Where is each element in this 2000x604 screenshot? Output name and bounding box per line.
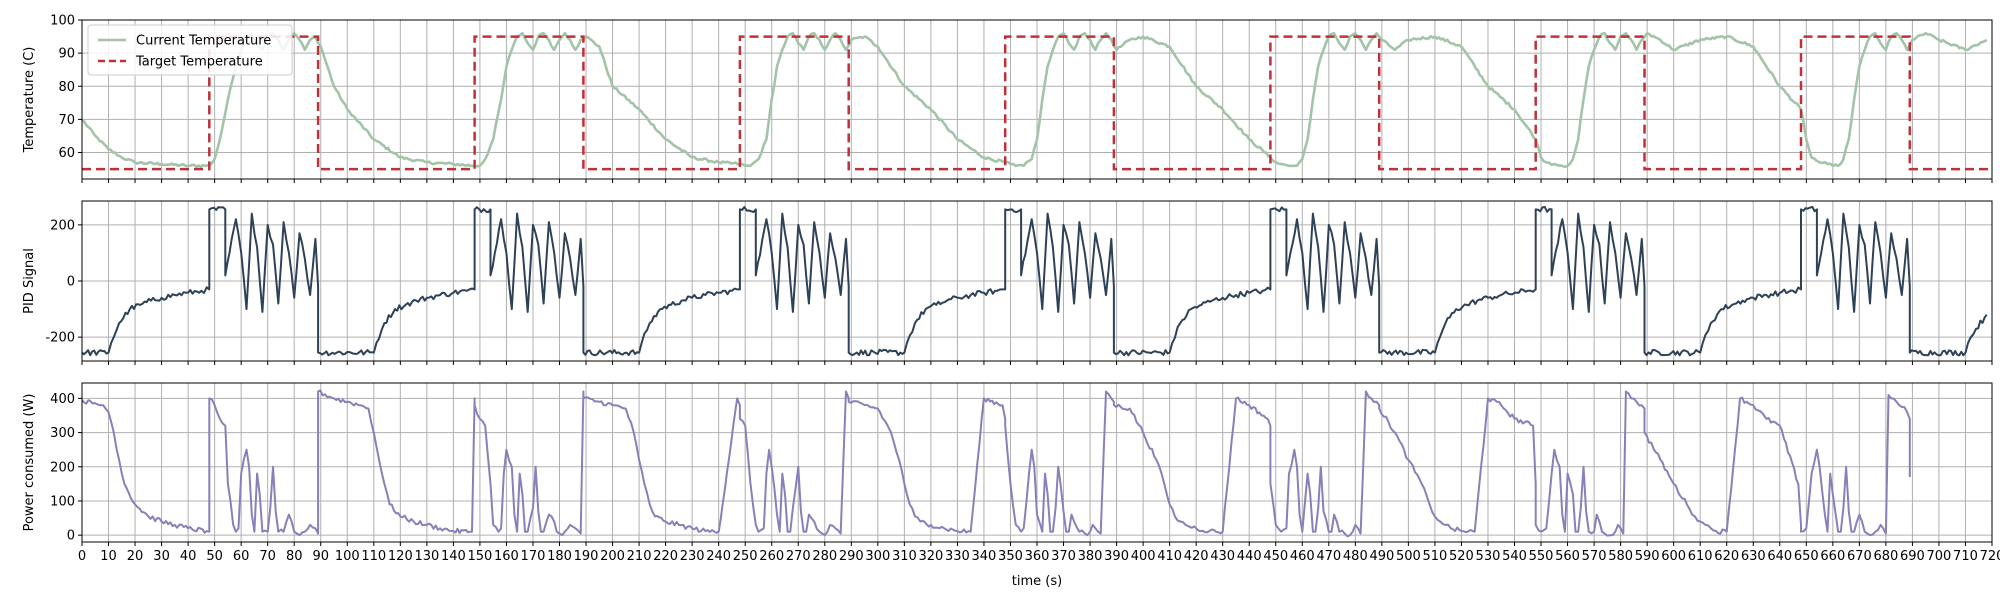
x-tick-label: 250 xyxy=(733,549,758,564)
x-tick-label: 520 xyxy=(1449,549,1474,564)
x-tick-label: 30 xyxy=(153,549,170,564)
x-tick-label: 450 xyxy=(1263,549,1288,564)
x-tick-label: 230 xyxy=(680,549,705,564)
x-tick-label: 370 xyxy=(1051,549,1076,564)
legend-entry: Current Temperature xyxy=(136,34,271,49)
x-tick-label: 530 xyxy=(1476,549,1501,564)
x-tick-label: 600 xyxy=(1661,549,1686,564)
x-tick-label: 550 xyxy=(1529,549,1554,564)
x-tick-label: 410 xyxy=(1157,549,1182,564)
x-tick-label: 390 xyxy=(1104,549,1129,564)
x-tick-label: 0 xyxy=(78,549,86,564)
x-tick-label: 160 xyxy=(494,549,519,564)
x-tick-label: 100 xyxy=(335,549,360,564)
x-tick-label: 50 xyxy=(206,549,223,564)
x-tick-label: 500 xyxy=(1396,549,1421,564)
x-tick-label: 200 xyxy=(600,549,625,564)
y-tick-label: 200 xyxy=(50,218,75,233)
y-tick-label: 90 xyxy=(58,47,75,62)
series-line-panel-3 xyxy=(82,390,1910,536)
x-tick-label: 380 xyxy=(1078,549,1103,564)
x-tick-label: 220 xyxy=(653,549,678,564)
y-axis-label: Temperature (C) xyxy=(22,47,37,154)
x-tick-label: 110 xyxy=(361,549,386,564)
y-tick-label: 0 xyxy=(67,275,75,290)
x-tick-label: 300 xyxy=(865,549,890,564)
x-tick-label: 170 xyxy=(521,549,546,564)
y-tick-label: 400 xyxy=(50,392,75,407)
legend-entry: Target Temperature xyxy=(135,55,263,70)
x-tick-label: 580 xyxy=(1608,549,1633,564)
x-tick-label: 430 xyxy=(1210,549,1235,564)
x-tick-label: 240 xyxy=(706,549,731,564)
x-tick-label: 470 xyxy=(1316,549,1341,564)
x-tick-label: 420 xyxy=(1184,549,1209,564)
x-tick-label: 90 xyxy=(312,549,329,564)
x-tick-label: 80 xyxy=(286,549,303,564)
y-tick-label: 60 xyxy=(58,146,75,161)
x-tick-label: 180 xyxy=(547,549,572,564)
x-tick-label: 710 xyxy=(1953,549,1978,564)
x-tick-label: 440 xyxy=(1237,549,1262,564)
x-tick-label: 610 xyxy=(1688,549,1713,564)
x-tick-label: 590 xyxy=(1635,549,1660,564)
y-tick-label: 0 xyxy=(67,529,75,544)
x-tick-label: 690 xyxy=(1900,549,1925,564)
x-tick-label: 130 xyxy=(414,549,439,564)
panel-1: 60 70 80 90 100 Temperature (C) Current Temper… xyxy=(22,14,1992,184)
x-tick-label: 640 xyxy=(1767,549,1792,564)
x-tick-label: 320 xyxy=(918,549,943,564)
x-tick-label: 490 xyxy=(1369,549,1394,564)
x-tick-label: 670 xyxy=(1847,549,1872,564)
x-tick-label: 340 xyxy=(972,549,997,564)
x-tick-label: 10 xyxy=(100,549,117,564)
y-tick-label: -200 xyxy=(45,331,75,346)
x-tick-label: 560 xyxy=(1555,549,1580,564)
x-tick-label: 720 xyxy=(1980,549,2000,564)
x-tick-label: 270 xyxy=(786,549,811,564)
x-tick-label: 650 xyxy=(1794,549,1819,564)
y-tick-label: 100 xyxy=(50,14,75,29)
x-tick-label: 310 xyxy=(892,549,917,564)
x-tick-label: 280 xyxy=(812,549,837,564)
x-tick-label: 510 xyxy=(1423,549,1448,564)
y-tick-label: 100 xyxy=(50,494,75,509)
x-tick-label: 700 xyxy=(1927,549,1952,564)
x-tick-label: 400 xyxy=(1131,549,1156,564)
y-tick-label: 200 xyxy=(50,460,75,475)
x-tick-label: 460 xyxy=(1290,549,1315,564)
y-tick-label: 80 xyxy=(58,80,75,95)
x-tick-label: 350 xyxy=(998,549,1023,564)
y-tick-label: 70 xyxy=(58,113,75,128)
x-tick-label: 680 xyxy=(1873,549,1898,564)
x-tick-label: 60 xyxy=(233,549,250,564)
x-tick-label: 70 xyxy=(259,549,276,564)
y-axis-label: Power consumed (W) xyxy=(22,394,37,532)
x-tick-label: 620 xyxy=(1714,549,1739,564)
x-tick-label: 140 xyxy=(441,549,466,564)
x-tick-label: 210 xyxy=(627,549,652,564)
x-tick-label: 360 xyxy=(1025,549,1050,564)
x-tick-label: 120 xyxy=(388,549,413,564)
x-tick-label: 480 xyxy=(1343,549,1368,564)
x-tick-label: 190 xyxy=(574,549,599,564)
x-tick-label: 20 xyxy=(127,549,144,564)
x-tick-label: 150 xyxy=(468,549,493,564)
x-tick-label: 330 xyxy=(945,549,970,564)
x-tick-label: 260 xyxy=(759,549,784,564)
x-tick-label: 660 xyxy=(1820,549,1845,564)
panel-3: 0 100 200 300 400 Power consumed (W) xyxy=(22,383,1992,546)
x-tick-label: 40 xyxy=(180,549,197,564)
x-tick-label: 290 xyxy=(839,549,864,564)
x-axis-label: time (s) xyxy=(1012,574,1062,589)
panel-2: -200 0 200 PID Signal xyxy=(22,201,1992,365)
x-tick-label: 570 xyxy=(1582,549,1607,564)
y-axis-label: PID Signal xyxy=(22,248,37,314)
x-tick-label: 540 xyxy=(1502,549,1527,564)
x-tick-label: 630 xyxy=(1741,549,1766,564)
legend: Current Temperature Target Temperature xyxy=(88,25,292,75)
y-tick-label: 300 xyxy=(50,426,75,441)
